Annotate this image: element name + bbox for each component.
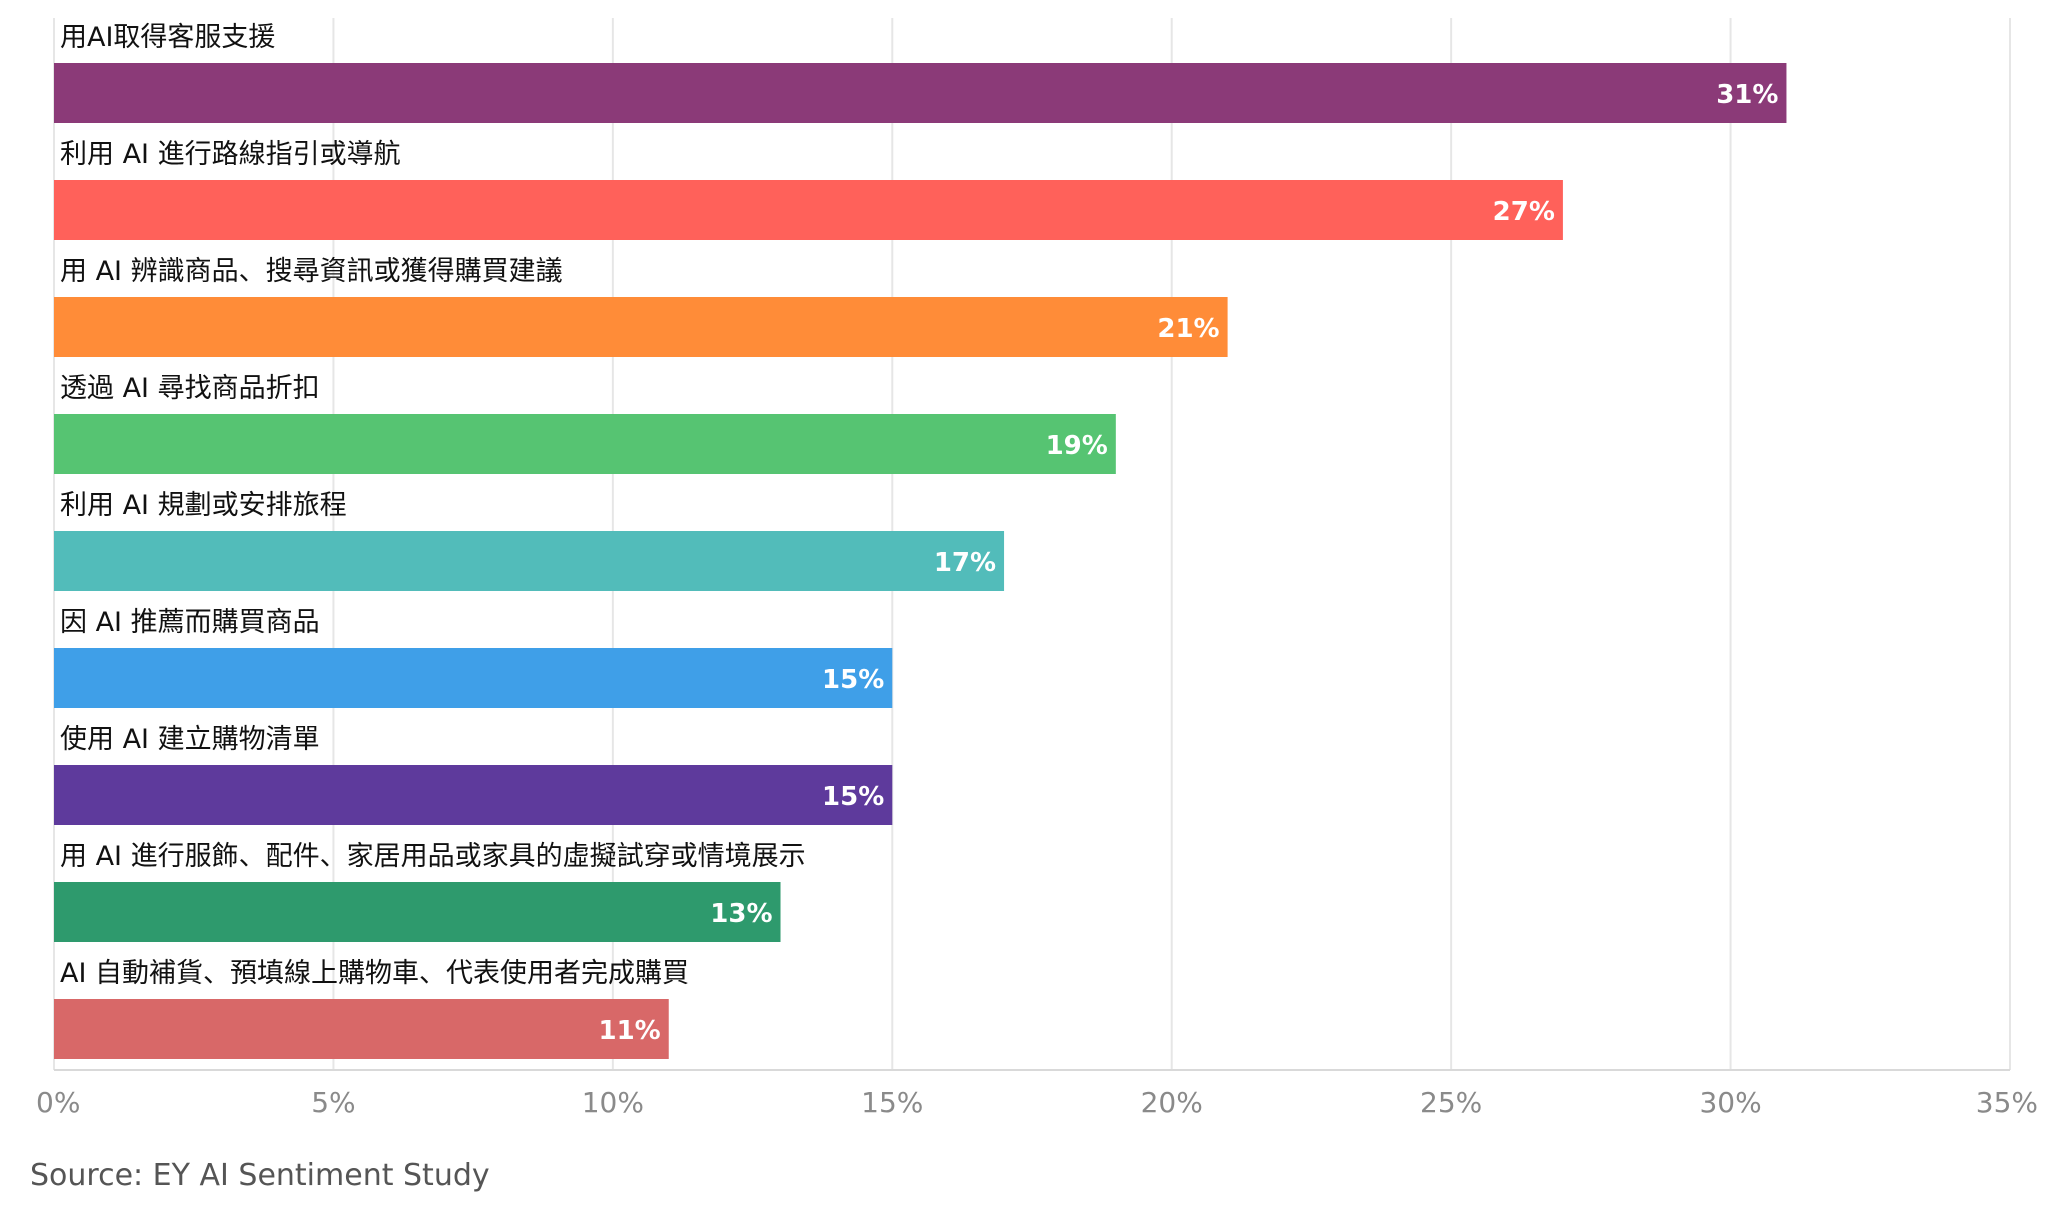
category-label: 使用 AI 建立購物清單	[60, 724, 320, 755]
value-label: 11%	[599, 1016, 661, 1046]
value-label: 13%	[710, 899, 772, 929]
category-label: 用 AI 進行服飾、配件、家居用品或家具的虛擬試穿或情境展示	[60, 841, 806, 872]
bar-group: 用 AI 進行服飾、配件、家居用品或家具的虛擬試穿或情境展示 13%	[54, 841, 806, 942]
source-note: Source: EY AI Sentiment Study	[30, 1158, 490, 1193]
bar-group: AI 自動補貨、預填線上購物車、代表使用者完成購買 11%	[54, 958, 689, 1059]
bar	[54, 414, 1116, 474]
bar	[54, 180, 1563, 240]
category-label: 利用 AI 進行路線指引或導航	[60, 139, 401, 170]
bar	[54, 63, 1787, 123]
bar-group: 用AI取得客服支援 31%	[54, 22, 1787, 123]
bar-group: 用 AI 辨識商品、搜尋資訊或獲得購買建議 21%	[54, 256, 1228, 357]
x-tick-label: 15%	[861, 1086, 923, 1119]
value-label: 15%	[822, 782, 884, 812]
x-tick-label: 0%	[36, 1086, 80, 1119]
bars: 用AI取得客服支援 31% 利用 AI 進行路線指引或導航 27% 用 AI 辨識商品、…	[54, 22, 1787, 1059]
bar	[54, 765, 893, 825]
x-tick-label: 30%	[1699, 1086, 1761, 1119]
value-label: 19%	[1046, 431, 1108, 461]
x-tick-label: 25%	[1420, 1086, 1482, 1119]
bar	[54, 648, 893, 708]
bar	[54, 531, 1005, 591]
bar-group: 利用 AI 進行路線指引或導航 27%	[54, 139, 1563, 240]
x-tick-label: 10%	[582, 1086, 644, 1119]
bar-group: 利用 AI 規劃或安排旅程 17%	[54, 490, 1005, 591]
category-label: 因 AI 推薦而購買商品	[60, 607, 320, 638]
x-tick-label: 20%	[1141, 1086, 1203, 1119]
value-label: 31%	[1716, 80, 1778, 110]
x-tick-label: 35%	[1976, 1086, 2038, 1119]
value-label: 17%	[934, 548, 996, 578]
category-label: 用AI取得客服支援	[60, 22, 275, 53]
value-label: 15%	[822, 665, 884, 695]
bar-group: 透過 AI 尋找商品折扣 19%	[54, 373, 1116, 474]
category-label: 用 AI 辨識商品、搜尋資訊或獲得購買建議	[60, 256, 563, 287]
x-axis: 0% 5% 10% 15% 20% 25% 30% 35%	[36, 1069, 2038, 1119]
value-label: 27%	[1493, 197, 1555, 227]
bar	[54, 297, 1228, 357]
bar-group: 使用 AI 建立購物清單 15%	[54, 724, 893, 825]
x-tick-label: 5%	[311, 1086, 355, 1119]
bar-chart: 用AI取得客服支援 31% 利用 AI 進行路線指引或導航 27% 用 AI 辨識商品、…	[36, 18, 2038, 1119]
category-label: 利用 AI 規劃或安排旅程	[60, 490, 347, 521]
value-label: 21%	[1157, 314, 1219, 344]
bar	[54, 999, 669, 1059]
category-label: AI 自動補貨、預填線上購物車、代表使用者完成購買	[60, 958, 689, 989]
bar	[54, 882, 781, 942]
bar-group: 因 AI 推薦而購買商品 15%	[54, 607, 893, 708]
category-label: 透過 AI 尋找商品折扣	[60, 373, 320, 404]
